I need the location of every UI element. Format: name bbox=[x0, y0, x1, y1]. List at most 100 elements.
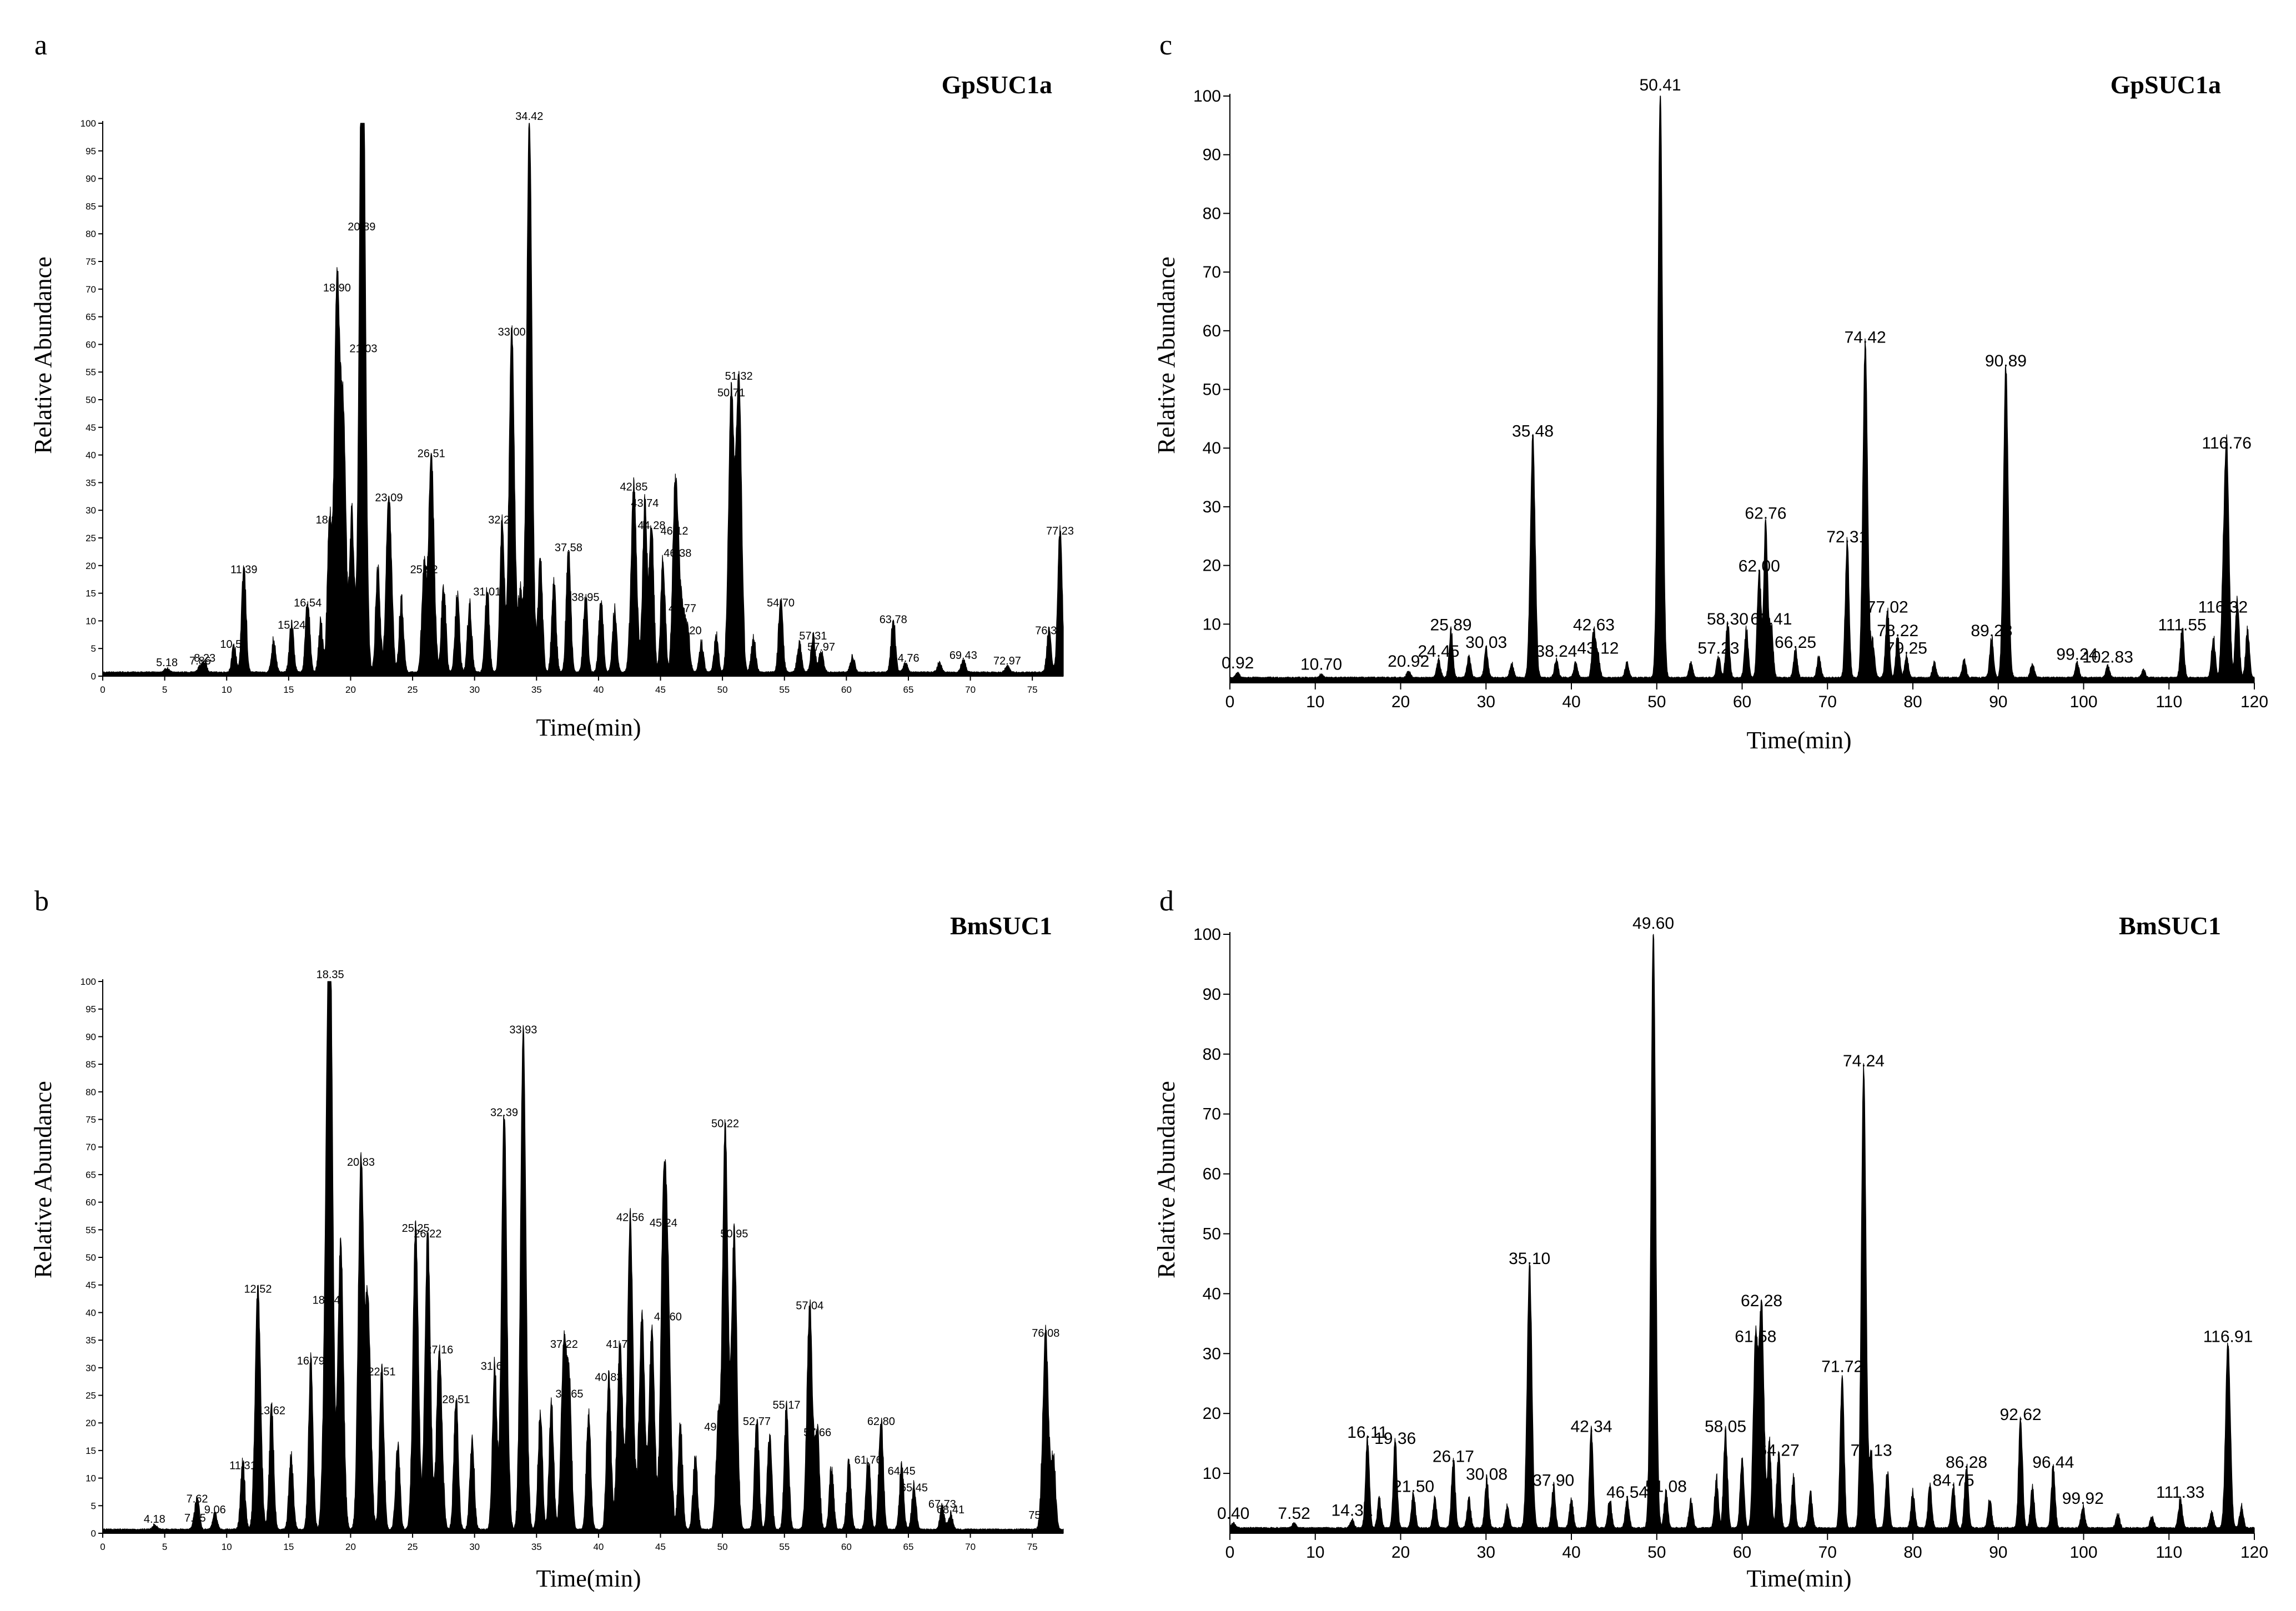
peak-label: 7.86 bbox=[189, 655, 211, 667]
tick-marks: 0510152025303540455055606570758085909510… bbox=[81, 976, 1038, 1552]
peak-label: 44.28 bbox=[637, 520, 665, 532]
x-axis-title: Time(min) bbox=[1746, 727, 1851, 754]
x-axis-title: Time(min) bbox=[1746, 1565, 1851, 1592]
x-tick-label: 10 bbox=[222, 1542, 232, 1552]
y-tick-label: 55 bbox=[86, 1225, 96, 1235]
peak-label: 23.09 bbox=[375, 492, 403, 504]
peak-label: 74.24 bbox=[1843, 1052, 1885, 1070]
peak-label: 96.44 bbox=[2032, 1453, 2074, 1472]
y-tick-label: 70 bbox=[1203, 1105, 1221, 1124]
y-tick-label: 10 bbox=[1203, 615, 1221, 633]
x-tick-label: 30 bbox=[469, 1542, 480, 1552]
x-tick-label: 70 bbox=[965, 1542, 976, 1552]
peak-label: 31.62 bbox=[481, 1361, 509, 1373]
y-tick-label: 70 bbox=[86, 284, 96, 295]
peak-label: 33.93 bbox=[509, 1024, 537, 1036]
peak-label: 37.22 bbox=[550, 1338, 578, 1351]
peak-label: 50.22 bbox=[711, 1117, 739, 1130]
y-axis-title: Relative Abundance bbox=[29, 256, 57, 454]
x-tick-label: 55 bbox=[779, 684, 790, 695]
peak-label: 0.40 bbox=[1217, 1504, 1249, 1523]
peak-label: 55.17 bbox=[773, 1399, 801, 1411]
peak-label: 5.18 bbox=[156, 657, 178, 669]
y-tick-label: 45 bbox=[86, 1280, 96, 1291]
x-tick-label: 120 bbox=[2240, 1543, 2268, 1562]
peak-label: 19.36 bbox=[1374, 1429, 1416, 1448]
y-tick-label: 35 bbox=[86, 477, 96, 488]
y-tick-label: 10 bbox=[86, 1473, 96, 1484]
y-tick-label: 75 bbox=[86, 256, 96, 267]
peak-label: 18.90 bbox=[323, 282, 351, 294]
peak-label: 35.10 bbox=[1509, 1250, 1550, 1268]
peak-label: 57.66 bbox=[803, 1427, 831, 1439]
y-tick-label: 80 bbox=[86, 229, 96, 239]
peak-label: 21.03 bbox=[349, 343, 377, 355]
peak-label: 67.73 bbox=[928, 1498, 956, 1511]
peak-label: 71.72 bbox=[1821, 1357, 1863, 1376]
peak-label: 64.27 bbox=[1758, 1442, 1800, 1460]
peak-label: 64.76 bbox=[892, 652, 920, 664]
peak-label: 32.22 bbox=[488, 514, 516, 526]
y-axis-title: Relative Abundance bbox=[1153, 1081, 1180, 1278]
peak-label: 26.17 bbox=[1433, 1447, 1474, 1466]
peak-label: 77.23 bbox=[1046, 525, 1074, 537]
x-tick-label: 40 bbox=[1562, 1543, 1580, 1562]
panel-c: c GpSUC1a Relative Abundance Time(min) 1… bbox=[1153, 29, 2268, 754]
y-tick-label: 100 bbox=[81, 976, 96, 987]
x-tick-label: 100 bbox=[2069, 1543, 2097, 1562]
peak-label: 41.73 bbox=[606, 1338, 634, 1351]
x-tick-label: 70 bbox=[965, 684, 976, 695]
trace-layer bbox=[102, 123, 1064, 677]
y-axis-title: Relative Abundance bbox=[29, 1081, 57, 1278]
x-tick-label: 45 bbox=[655, 684, 666, 695]
x-axis-title: Time(min) bbox=[536, 1565, 641, 1592]
axes bbox=[102, 979, 1063, 1534]
peak-label: 99.92 bbox=[2062, 1489, 2104, 1508]
peak-label: 57.23 bbox=[1697, 640, 1739, 658]
y-tick-label: 25 bbox=[86, 533, 96, 543]
peak-label: 34.42 bbox=[515, 110, 543, 123]
x-tick-label: 90 bbox=[1989, 693, 2007, 711]
panel-letter: d bbox=[1159, 885, 1174, 917]
y-tick-label: 40 bbox=[1203, 1285, 1221, 1303]
y-tick-label: 60 bbox=[1203, 322, 1221, 340]
x-tick-label: 100 bbox=[2069, 693, 2097, 711]
y-tick-label: 5 bbox=[91, 643, 96, 654]
peak-label: 46.12 bbox=[660, 525, 688, 537]
y-tick-label: 20 bbox=[1203, 1404, 1221, 1423]
peak-labels: 5.18 7.868.23 10.59 11.39 15.24 16.54 18.30 18.… bbox=[156, 110, 1074, 669]
peak-label: 42.56 bbox=[616, 1211, 644, 1224]
x-tick-label: 20 bbox=[345, 1542, 356, 1552]
x-tick-label: 5 bbox=[162, 1542, 167, 1552]
tick-marks: 10 20 30 40 50 60 70 80 90 100 0 10 20 30 40 50 60 70 80 90… bbox=[1193, 925, 2268, 1562]
y-tick-label: 95 bbox=[86, 1004, 96, 1015]
x-tick-label: 70 bbox=[1818, 693, 1837, 711]
y-tick-label: 70 bbox=[86, 1142, 96, 1152]
peak-label: 57.31 bbox=[799, 630, 827, 642]
peak-label: 62.80 bbox=[867, 1416, 895, 1428]
y-tick-label: 35 bbox=[86, 1335, 96, 1346]
peak-label: 30.08 bbox=[1466, 1466, 1508, 1484]
peak-label: 92.62 bbox=[1999, 1406, 2041, 1424]
panel-letter: b bbox=[34, 885, 49, 917]
panel-b: b BmSUC1 Relative Abundance Time(min) 0 5… bbox=[29, 885, 1064, 1592]
peak-label: 57.97 bbox=[807, 641, 835, 653]
peak-label: 64.45 bbox=[888, 1466, 916, 1478]
peak-label: 16.54 bbox=[294, 597, 321, 609]
x-tick-label: 50 bbox=[1647, 693, 1666, 711]
y-tick-label: 85 bbox=[86, 1059, 96, 1070]
peak-label: 18.04 bbox=[313, 1294, 340, 1306]
x-tick-label: 120 bbox=[2240, 693, 2268, 711]
peak-label: 77.02 bbox=[1867, 598, 1908, 617]
peak-label: 58.30 bbox=[1707, 610, 1749, 628]
x-tick-label: 60 bbox=[1733, 1543, 1751, 1562]
peak-label: 11.31 bbox=[229, 1460, 257, 1472]
y-tick-label: 20 bbox=[1203, 557, 1221, 575]
chromatogram-trace bbox=[102, 981, 1064, 1534]
y-tick-label: 60 bbox=[86, 339, 96, 350]
peak-label: 35.48 bbox=[1512, 422, 1554, 441]
x-tick-label: 60 bbox=[841, 684, 852, 695]
peak-label: 62.28 bbox=[1741, 1292, 1782, 1310]
peak-label: 37.58 bbox=[555, 542, 582, 554]
peak-label: 90.89 bbox=[1985, 352, 2027, 370]
